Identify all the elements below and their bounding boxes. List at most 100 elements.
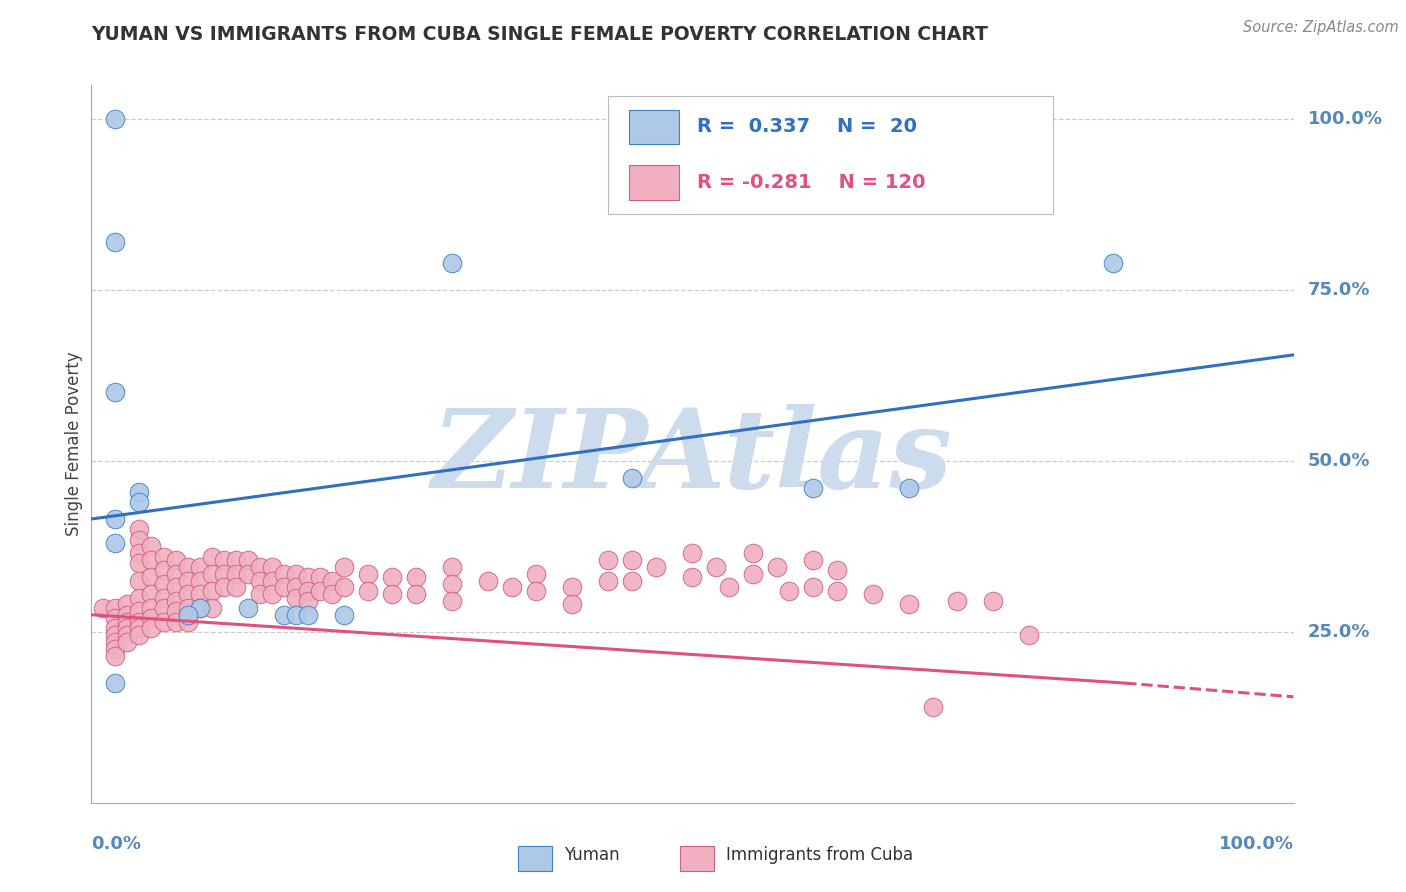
Point — [128, 533, 150, 547]
Point — [165, 581, 187, 595]
Point — [273, 581, 295, 595]
Point — [141, 622, 163, 636]
Point — [333, 560, 356, 574]
Point — [862, 587, 884, 601]
Point — [188, 587, 211, 601]
Point — [778, 583, 800, 598]
Point — [128, 615, 150, 629]
Point — [152, 601, 174, 615]
Point — [561, 581, 583, 595]
Point — [141, 539, 163, 553]
Point — [165, 553, 187, 567]
Point — [440, 560, 463, 574]
Text: Yuman: Yuman — [564, 846, 620, 863]
Point — [765, 560, 787, 574]
Point — [141, 601, 163, 615]
Point — [825, 563, 848, 577]
Point — [440, 255, 463, 269]
Text: 0.0%: 0.0% — [91, 835, 142, 853]
Point — [284, 566, 307, 581]
Text: YUMAN VS IMMIGRANTS FROM CUBA SINGLE FEMALE POVERTY CORRELATION CHART: YUMAN VS IMMIGRANTS FROM CUBA SINGLE FEM… — [91, 25, 988, 44]
Point — [104, 385, 127, 400]
Point — [152, 591, 174, 605]
Point — [128, 484, 150, 499]
Text: Source: ZipAtlas.com: Source: ZipAtlas.com — [1243, 20, 1399, 35]
Point — [141, 587, 163, 601]
Point — [381, 587, 404, 601]
Point — [801, 581, 824, 595]
Point — [717, 581, 740, 595]
Point — [165, 566, 187, 581]
Point — [104, 676, 127, 690]
Point — [922, 700, 945, 714]
Point — [128, 622, 150, 636]
Point — [128, 604, 150, 618]
Point — [201, 549, 224, 564]
Point — [741, 546, 763, 560]
Point — [260, 574, 283, 588]
Text: ZIPAtlas: ZIPAtlas — [432, 404, 953, 512]
Point — [440, 594, 463, 608]
Point — [297, 583, 319, 598]
Text: Immigrants from Cuba: Immigrants from Cuba — [725, 846, 914, 863]
Point — [201, 583, 224, 598]
Point — [381, 570, 404, 584]
Point — [706, 560, 728, 574]
Point — [621, 574, 644, 588]
Point — [1102, 255, 1125, 269]
Point — [141, 570, 163, 584]
Y-axis label: Single Female Poverty: Single Female Poverty — [65, 351, 83, 536]
Point — [104, 235, 127, 249]
Point — [117, 635, 139, 649]
Point — [405, 570, 427, 584]
Point — [212, 566, 235, 581]
Point — [117, 628, 139, 642]
Point — [104, 622, 127, 636]
Point — [297, 607, 319, 622]
Point — [165, 604, 187, 618]
Point — [225, 581, 247, 595]
Point — [188, 574, 211, 588]
Point — [236, 553, 259, 567]
Point — [128, 522, 150, 536]
Point — [524, 583, 547, 598]
Point — [236, 566, 259, 581]
Text: R = -0.281    N = 120: R = -0.281 N = 120 — [697, 173, 925, 192]
Point — [128, 574, 150, 588]
Point — [104, 611, 127, 625]
Point — [104, 112, 127, 126]
Point — [128, 546, 150, 560]
Point — [117, 607, 139, 622]
Point — [141, 611, 163, 625]
Point — [297, 570, 319, 584]
Point — [284, 591, 307, 605]
Point — [308, 570, 330, 584]
FancyBboxPatch shape — [628, 110, 679, 145]
Point — [104, 512, 127, 526]
Point — [524, 566, 547, 581]
Point — [801, 553, 824, 567]
Point — [357, 583, 380, 598]
Point — [104, 601, 127, 615]
FancyBboxPatch shape — [628, 165, 679, 200]
Point — [201, 601, 224, 615]
Point — [981, 594, 1004, 608]
Point — [598, 574, 620, 588]
Point — [188, 560, 211, 574]
Point — [825, 583, 848, 598]
Text: 50.0%: 50.0% — [1308, 452, 1371, 470]
Point — [225, 566, 247, 581]
Point — [225, 553, 247, 567]
Point — [897, 598, 920, 612]
Point — [128, 495, 150, 509]
Point — [321, 574, 343, 588]
Point — [176, 601, 198, 615]
Point — [176, 615, 198, 629]
Point — [249, 587, 271, 601]
Point — [152, 577, 174, 591]
Point — [176, 607, 198, 622]
Text: 100.0%: 100.0% — [1308, 110, 1384, 128]
Point — [273, 566, 295, 581]
Point — [188, 601, 211, 615]
Point — [946, 594, 969, 608]
